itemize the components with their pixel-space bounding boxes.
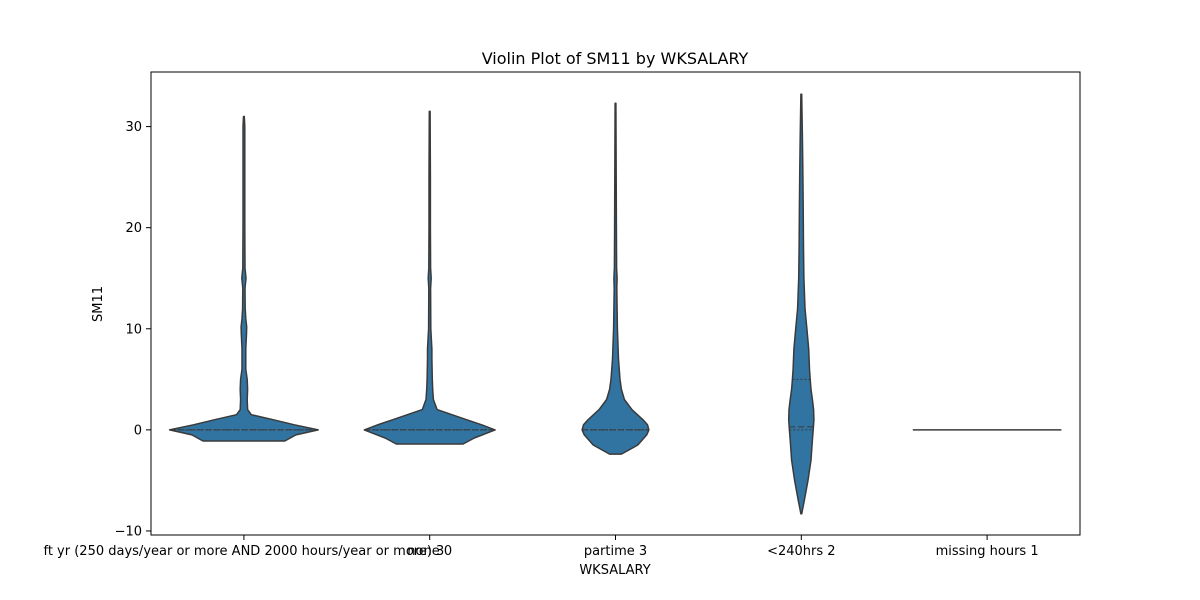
y-tick-label: 20 xyxy=(125,221,142,236)
x-tick-label: none 0 xyxy=(407,544,452,559)
y-tick-label: 0 xyxy=(134,423,142,438)
x-tick-label: missing hours 1 xyxy=(936,544,1039,559)
chart-title: Violin Plot of SM11 by WKSALARY xyxy=(482,49,749,68)
violin-body xyxy=(363,110,496,445)
violin-group xyxy=(787,93,815,515)
y-tick-label: −10 xyxy=(115,524,142,539)
y-axis-label: SM11 xyxy=(91,286,106,322)
y-tick-label: 30 xyxy=(125,120,142,135)
violins-layer xyxy=(168,93,1062,515)
violin-group xyxy=(581,102,650,455)
x-tick-label: ft yr (250 days/year or more AND 2000 ho… xyxy=(43,544,444,559)
violin-body xyxy=(581,102,650,455)
violin-group xyxy=(363,110,496,445)
ticks-layer: −10 0 10 20 30 ft yr (250 days/year or more A… xyxy=(43,120,1038,559)
x-tick-label: partime 3 xyxy=(584,544,647,559)
violin-body xyxy=(168,115,319,442)
violin-group xyxy=(168,115,319,442)
plot-frame xyxy=(150,71,1081,536)
x-tick-label: <240hrs 2 xyxy=(767,544,835,559)
x-axis-label: WKSALARY xyxy=(579,563,650,578)
violin-body xyxy=(787,93,815,515)
y-tick-label: 10 xyxy=(125,322,142,337)
